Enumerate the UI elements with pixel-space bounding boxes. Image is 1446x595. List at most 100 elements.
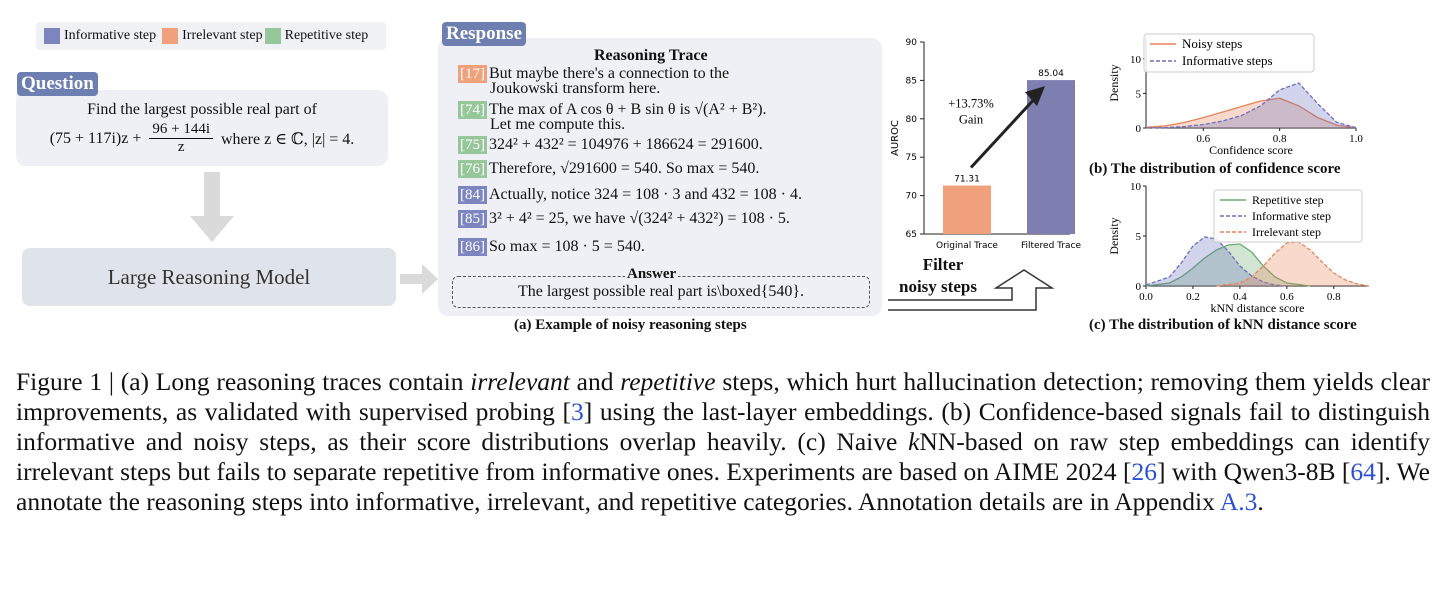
y-tick-label: 70 <box>906 192 918 202</box>
step-text: Therefore, √291600 = 540. So max = 540. <box>489 160 760 177</box>
x-tick-label: Original Trace <box>936 241 998 251</box>
caption-part: ] with Qwen3-8B [ <box>1156 457 1351 486</box>
x-axis-label: kNN distance score <box>1211 301 1305 315</box>
step-badge: [74] <box>458 101 487 119</box>
bar <box>1027 80 1075 234</box>
caption-part: and <box>569 367 621 396</box>
bar-value-label: 71.31 <box>954 175 980 185</box>
formula-lhs: (75 + 117i)z + <box>49 129 142 147</box>
legend-label: Informative steps <box>1182 53 1273 68</box>
y-tick-label: 10 <box>1130 54 1142 66</box>
x-tick-label: 0.4 <box>1233 291 1247 303</box>
caption-b: (b) The distribution of confidence score <box>1089 161 1341 177</box>
step-text: Actually, notice 324 = 108 · 3 and 432 =… <box>489 186 802 203</box>
caption-a: (a) Example of noisy reasoning steps <box>514 317 747 333</box>
caption-part: NN-based on raw step embeddings can iden… <box>16 427 1430 486</box>
legend-irrelevant: Irrelevant step <box>162 28 263 44</box>
citation-link[interactable]: 3 <box>571 397 584 426</box>
answer-label: Answer <box>625 266 679 283</box>
density-line <box>1145 97 1357 129</box>
y-tick-label: 80 <box>906 115 918 125</box>
x-tick-label: 0.6 <box>1196 133 1210 145</box>
y-tick-label: 85 <box>906 76 917 86</box>
density-line <box>1145 236 1287 287</box>
step-84: [84] Actually, notice 324 = 108 · 3 and 4… <box>458 186 802 204</box>
caption-emphasis: irrelevant <box>470 367 570 396</box>
x-tick-label: 0.0 <box>1139 291 1153 303</box>
step-badge: [84] <box>458 186 487 204</box>
step-type-legend: Informative step Irrelevant step Repetit… <box>36 22 386 50</box>
caption-part: steps, which hurt hallucination detectio… <box>16 367 1430 426</box>
right-arrow-icon <box>400 264 438 294</box>
question-formula: (75 + 117i)z + 96 + 144i z where z ∈ ℂ, … <box>16 121 388 156</box>
y-tick-label: 10 <box>1130 181 1142 193</box>
step-badge: [85] <box>458 210 487 228</box>
formula-fraction: 96 + 144i z <box>149 121 213 156</box>
step-badge: [76] <box>458 160 487 178</box>
bar-axes: 65 70 75 80 85 90 AUROC <box>890 38 1070 240</box>
filter-up-arrow-icon <box>888 269 1055 311</box>
citation-link[interactable]: 26 <box>1131 457 1157 486</box>
x-axis-label: Confidence score <box>1209 143 1293 157</box>
y-tick-label: 5 <box>1136 88 1142 100</box>
legend-informative: Informative step <box>44 28 156 44</box>
citation-link[interactable]: 64 <box>1350 457 1376 486</box>
legend-swatch-irrelevant <box>162 28 179 44</box>
x-tick-label: 1.0 <box>1349 133 1363 145</box>
gain-arrow-shaft <box>969 95 1039 169</box>
x-tick-label: 0.8 <box>1327 291 1341 303</box>
y-tick-label: 0 <box>1136 281 1142 293</box>
step-text: But maybe there's a connection to the <box>489 65 730 82</box>
formula-numerator: 96 + 144i <box>149 121 213 139</box>
caption-emphasis: k <box>908 427 920 456</box>
density-area <box>1146 237 1287 286</box>
caption-part: ] using the last-layer embeddings. (b) C… <box>16 397 1431 456</box>
y-tick-label: 65 <box>906 230 917 240</box>
y-axis-label: AUROC <box>890 120 901 156</box>
x-tick-label: 0.2 <box>1186 291 1200 303</box>
legend-label: Irrelevant step <box>1252 225 1321 239</box>
step-17-cont: Joukowski transform here. <box>490 80 661 97</box>
x-tick-label: 0.6 <box>1280 291 1294 303</box>
trace-title: Reasoning Trace <box>594 47 708 64</box>
y-tick-label: 90 <box>906 38 918 48</box>
response-label: Response <box>442 22 527 46</box>
step-74: [74] The max of A cos θ + B sin θ is √(A²… <box>458 101 767 119</box>
legend-swatch-informative <box>44 28 60 44</box>
density-area <box>1146 83 1356 128</box>
step-75: [75] 324² + 432² = 104976 + 186624 = 2916… <box>458 136 763 154</box>
density-area <box>1146 98 1356 128</box>
step-badge: [75] <box>458 136 487 154</box>
legend-label-repetitive: Repetitive step <box>284 28 369 43</box>
step-86: [86] So max = 108 · 5 = 540. <box>458 238 645 256</box>
figure-caption: Figure 1 | (a) Long reasoning traces con… <box>16 367 1430 517</box>
bar-value-label: 85.04 <box>1038 69 1064 79</box>
y-tick-label: 0 <box>1136 123 1142 135</box>
large-reasoning-model-box: Large Reasoning Model <box>22 248 396 306</box>
caption-part: Figure 1 | (a) Long reasoning traces con… <box>16 367 471 396</box>
caption-part: ]. We annotate the reasoning steps into … <box>16 457 1430 516</box>
model-label: Large Reasoning Model <box>107 264 311 289</box>
y-tick-label: 5 <box>1136 231 1142 243</box>
step-badge: [86] <box>458 238 487 256</box>
x-tick-label: Filtered Trace <box>1021 241 1082 251</box>
y-axis-label: Density <box>1107 64 1121 101</box>
x-tick-label: 0.8 <box>1273 133 1287 145</box>
step-text: The max of A cos θ + B sin θ is √(A² + B… <box>489 101 767 118</box>
filter-label-2: noisy steps <box>899 277 977 296</box>
caption-emphasis: repetitive <box>620 367 716 396</box>
density-line <box>1145 243 1311 287</box>
knn-density-chart: 0 5 10 0.0 0.2 0.4 0.6 0.8 kNN distance score Den… <box>1107 181 1370 315</box>
bar <box>943 185 991 234</box>
confidence-density-chart: 0 5 10 0.6 0.8 1.0 Confidence score Density Nois… <box>1107 33 1363 157</box>
y-axis-label: Density <box>1107 217 1121 254</box>
gain-annotation: Gain <box>959 112 984 126</box>
answer-text: The largest possible real part is\boxed{… <box>517 283 805 300</box>
step-85: [85] 3² + 4² = 25, we have √(324² + 432²)… <box>458 210 790 228</box>
question-box: Find the largest possible real part of (… <box>16 90 388 166</box>
appendix-link[interactable]: A.3 <box>1219 487 1258 516</box>
bar-marks: 71.31 Original Trace 85.04 Filtered Trace +1… <box>936 69 1081 251</box>
down-arrow-icon <box>190 172 234 242</box>
formula-denominator: z <box>177 139 185 155</box>
filter-label: Filter <box>922 255 964 274</box>
